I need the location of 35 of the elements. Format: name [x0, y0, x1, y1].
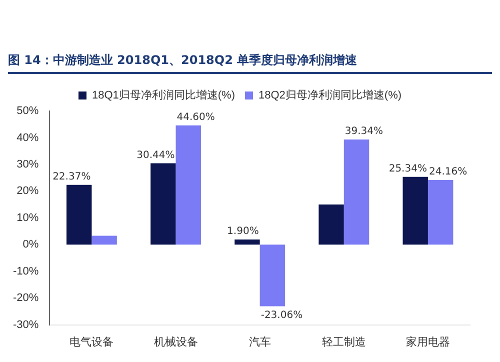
- bar: [402, 176, 428, 245]
- data-label: 22.37%: [52, 171, 91, 182]
- y-tick-label: -20%: [12, 292, 39, 304]
- chart-title: 图 14：中游制造业 2018Q1、2018Q2 单季度归母净利润增速: [8, 52, 492, 74]
- bar: [318, 204, 344, 245]
- x-tick-label: 电气设备: [70, 335, 114, 348]
- x-tick-label: 机械设备: [154, 335, 198, 348]
- legend-label: 18Q1归母净利润同比增速(%): [92, 88, 236, 102]
- y-tick-label: -30%: [12, 318, 39, 331]
- bar: [176, 125, 201, 245]
- data-label: 39.34%: [344, 126, 384, 138]
- bar: [234, 240, 260, 245]
- bar: [344, 139, 370, 245]
- y-tick-label: 30%: [16, 158, 39, 170]
- data-label: 1.90%: [227, 226, 259, 238]
- y-tick-label: 20%: [16, 185, 39, 198]
- x-tick-label: 家用电器: [406, 335, 450, 348]
- x-tick-label: 汽车: [248, 335, 271, 348]
- data-label: 30.44%: [136, 150, 175, 161]
- bar: [66, 184, 92, 245]
- data-label: 25.34%: [388, 164, 427, 174]
- bar: [428, 180, 454, 245]
- y-tick-label: -10%: [12, 265, 39, 278]
- bar: [260, 244, 286, 306]
- x-tick-label: 轻工制造: [322, 335, 366, 348]
- data-label: 44.60%: [176, 112, 215, 124]
- y-tick-label: 10%: [16, 212, 39, 224]
- y-tick-label: 50%: [16, 105, 39, 118]
- legend-label: 18Q2归母净利润同比增速(%): [258, 88, 402, 102]
- y-tick-label: 0%: [22, 238, 39, 251]
- data-label: -23.06%: [260, 310, 303, 321]
- y-tick-label: 40%: [16, 132, 39, 144]
- bar: [150, 163, 176, 245]
- data-label: 24.16%: [428, 166, 468, 178]
- bar: [92, 236, 117, 245]
